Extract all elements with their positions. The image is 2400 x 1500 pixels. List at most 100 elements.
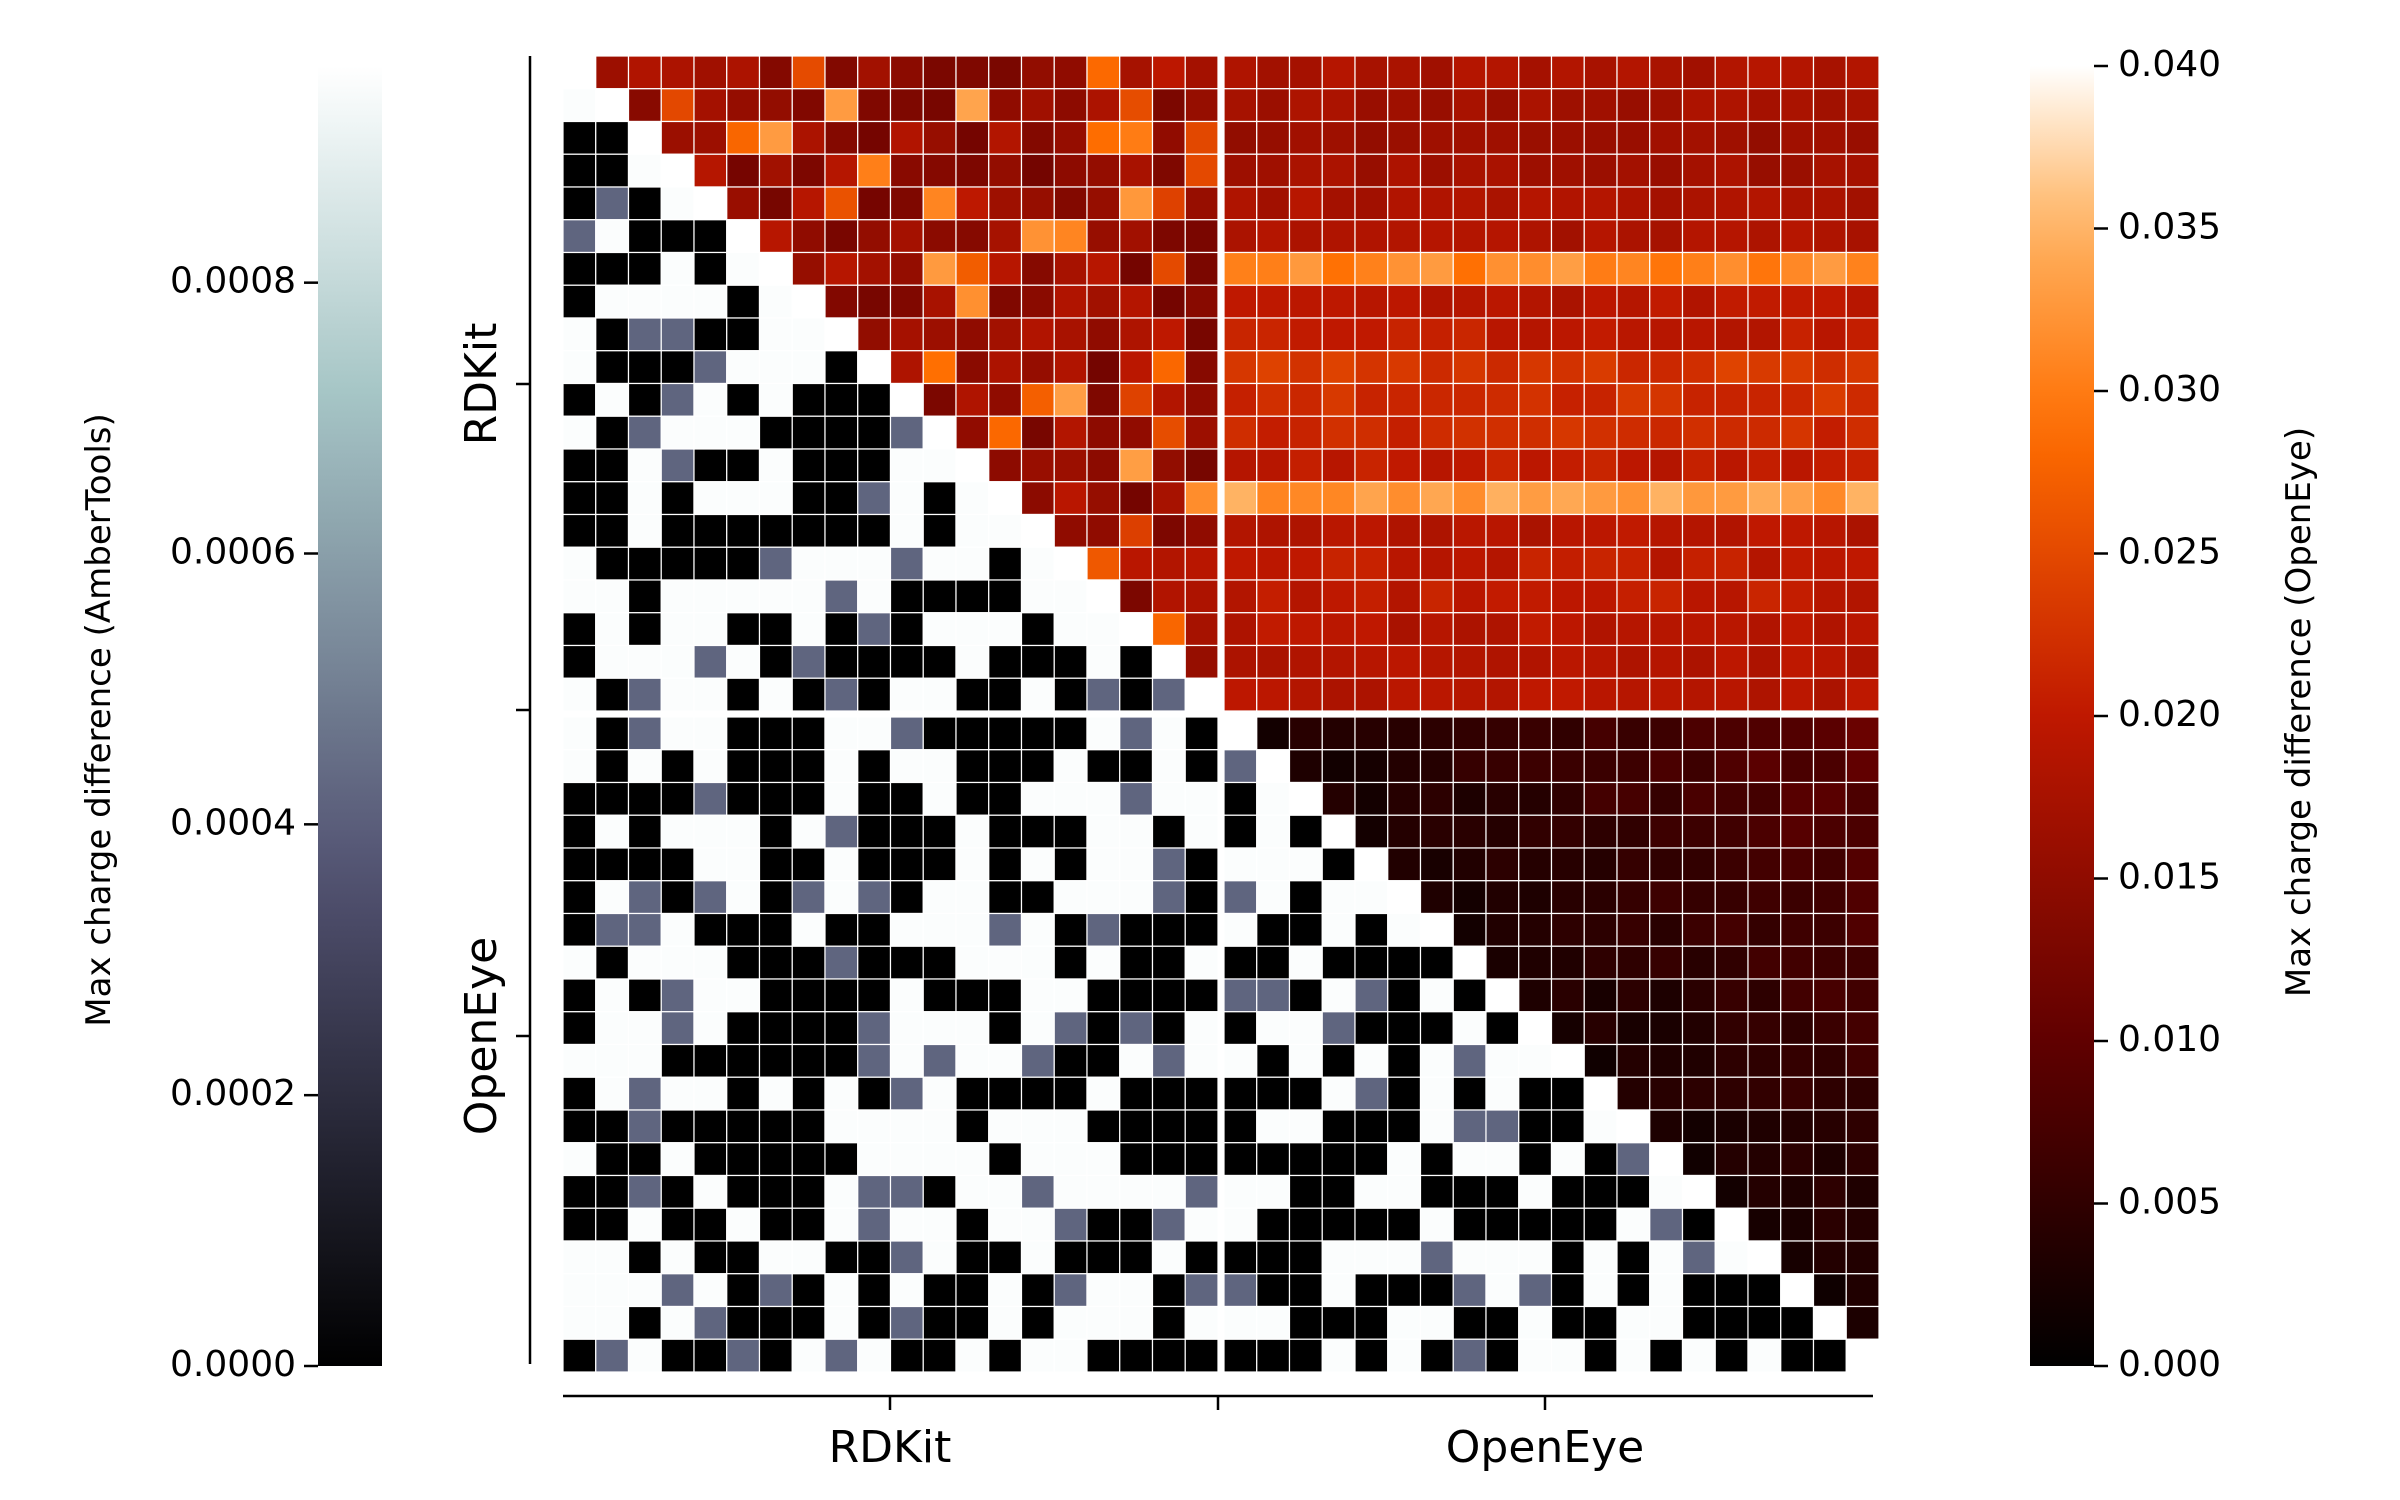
colorbar-tick-label: 0.015: [2118, 857, 2221, 898]
heatmap-cell: [1518, 814, 1553, 849]
heatmap-cell: [1354, 513, 1389, 548]
heatmap-cell: [1288, 781, 1323, 816]
heatmap-cell: [660, 1305, 695, 1340]
heatmap-cell: [1714, 912, 1749, 947]
heatmap-cell: [758, 880, 793, 915]
heatmap-cell: [1714, 1043, 1749, 1078]
heatmap-cell: [758, 1076, 793, 1111]
heatmap-cell: [1053, 644, 1088, 679]
heatmap-cell: [1151, 814, 1186, 849]
heatmap-cell: [1086, 644, 1121, 679]
heatmap-cell: [1485, 219, 1520, 254]
heatmap-cell: [1714, 1174, 1749, 1209]
heatmap-cell: [1714, 814, 1749, 849]
heatmap-cell: [824, 317, 859, 352]
heatmap-cell: [1086, 1174, 1121, 1209]
heatmap-cell: [1747, 448, 1782, 483]
heatmap-cell: [1616, 153, 1651, 188]
heatmap-cell: [1151, 546, 1186, 581]
heatmap-cell: [1485, 120, 1520, 155]
heatmap-cell: [1223, 284, 1258, 319]
heatmap-cell: [1714, 847, 1749, 882]
heatmap-cell: [922, 219, 957, 254]
heatmap-cell: [857, 716, 892, 751]
heatmap-cell: [1020, 55, 1055, 90]
heatmap-cell: [1518, 284, 1553, 319]
heatmap-cell: [660, 1109, 695, 1144]
heatmap-cell: [627, 382, 662, 417]
heatmap-cell: [1681, 513, 1716, 548]
heatmap-cell: [1020, 847, 1055, 882]
heatmap-cell: [660, 55, 695, 90]
heatmap-cell: [1184, 1043, 1219, 1078]
heatmap-cell: [824, 749, 859, 784]
heatmap-cell: [1747, 847, 1782, 882]
heatmap-cell: [1649, 350, 1684, 385]
heatmap-cell: [1184, 1174, 1219, 1209]
heatmap-cell: [1354, 579, 1389, 614]
heatmap-cell: [1184, 382, 1219, 417]
heatmap-cell: [955, 978, 990, 1013]
heatmap-cell: [1747, 1338, 1782, 1373]
heatmap-cell: [1053, 1011, 1088, 1046]
heatmap-cell: [1119, 186, 1154, 221]
heatmap-cell: [1419, 350, 1454, 385]
heatmap-cell: [562, 1207, 597, 1242]
heatmap-cell: [758, 579, 793, 614]
heatmap-cell: [1616, 644, 1651, 679]
heatmap-cell: [1288, 1305, 1323, 1340]
heatmap-cell: [889, 251, 924, 286]
heatmap-cell: [857, 1076, 892, 1111]
heatmap-cell: [824, 1338, 859, 1373]
heatmap-cell: [627, 880, 662, 915]
heatmap-cell: [1020, 88, 1055, 123]
heatmap-cell: [1550, 546, 1585, 581]
heatmap-cell: [1681, 88, 1716, 123]
heatmap-cell: [857, 945, 892, 980]
heatmap-cell: [758, 317, 793, 352]
heatmap-cell: [1518, 912, 1553, 947]
heatmap-cell: [1387, 1109, 1422, 1144]
heatmap-cell: [857, 317, 892, 352]
heatmap-cell: [693, 781, 728, 816]
heatmap-cell: [1086, 1338, 1121, 1373]
heatmap-cell: [1681, 251, 1716, 286]
heatmap-cell: [1288, 1142, 1323, 1177]
heatmap-cell: [1518, 350, 1553, 385]
heatmap-cell: [791, 677, 826, 712]
heatmap-cell: [1714, 1338, 1749, 1373]
heatmap-cell: [1452, 1011, 1487, 1046]
heatmap-cell: [562, 350, 597, 385]
heatmap-cell: [1119, 1076, 1154, 1111]
heatmap-cell: [1583, 415, 1618, 450]
heatmap-cell: [660, 481, 695, 516]
heatmap-cell: [1256, 317, 1291, 352]
heatmap-cell: [857, 448, 892, 483]
heatmap-cell: [857, 513, 892, 548]
colorbar-tick-label: 0.0002: [170, 1073, 296, 1114]
heatmap-cell: [1321, 612, 1356, 647]
heatmap-cell: [1616, 1109, 1651, 1144]
heatmap-cell: [1714, 677, 1749, 712]
heatmap-cell: [857, 153, 892, 188]
heatmap-cell: [988, 448, 1023, 483]
heatmap-cell: [1119, 716, 1154, 751]
heatmap-cell: [1053, 677, 1088, 712]
heatmap-cell: [726, 1011, 761, 1046]
heatmap-cell: [955, 382, 990, 417]
heatmap-cell: [1119, 219, 1154, 254]
heatmap-cell: [857, 415, 892, 450]
heatmap-cell: [1747, 88, 1782, 123]
heatmap-cell: [1714, 1109, 1749, 1144]
heatmap-cell: [1812, 1142, 1847, 1177]
heatmap-cell: [922, 415, 957, 450]
heatmap-cell: [1387, 481, 1422, 516]
heatmap-cell: [1086, 716, 1121, 751]
heatmap-cell: [1550, 1338, 1585, 1373]
heatmap-cell: [1151, 1338, 1186, 1373]
heatmap-cell: [1223, 219, 1258, 254]
heatmap-cell: [1714, 978, 1749, 1013]
heatmap-cell: [1616, 1305, 1651, 1340]
heatmap-cell: [660, 1207, 695, 1242]
heatmap-cell: [1649, 186, 1684, 221]
